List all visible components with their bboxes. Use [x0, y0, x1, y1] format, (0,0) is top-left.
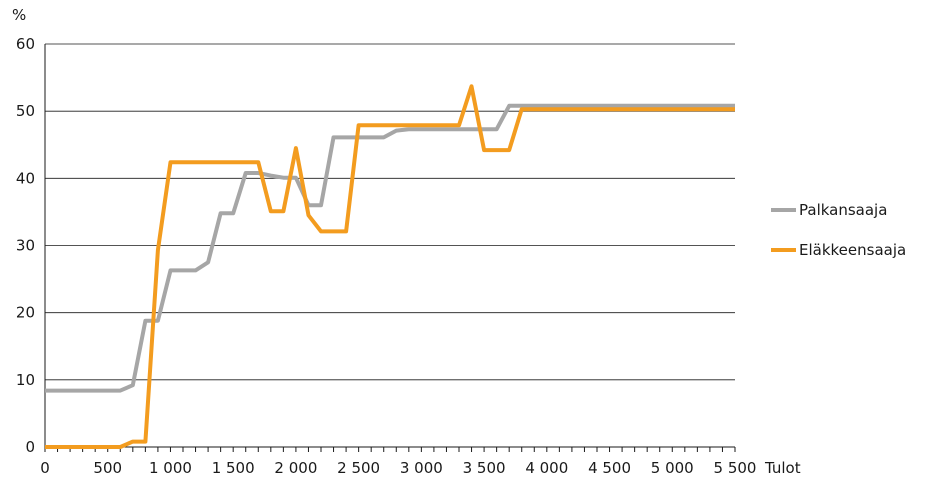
x-tick-label-1000: 1 000 [149, 459, 192, 477]
y-tick-label-20: 20 [16, 304, 35, 322]
x-tick-label-3500: 3 500 [463, 459, 506, 477]
legend: Palkansaaja Eläkkeensaaja [771, 201, 906, 259]
legend-label-1: Palkansaaja [799, 201, 887, 219]
x-tick-label-3000: 3 000 [400, 459, 443, 477]
x-axis-title: Tulot [764, 459, 801, 477]
x-tick-label-5000: 5 000 [651, 459, 694, 477]
y-tick-label-50: 50 [16, 102, 35, 120]
y-tick-label-0: 0 [25, 438, 35, 456]
grid-lines [45, 43, 735, 381]
y-tick-label-30: 30 [16, 237, 35, 255]
x-tick-label-2500: 2 500 [337, 459, 380, 477]
series-lines [45, 84, 735, 449]
y-axis-unit-label: % [12, 6, 26, 24]
x-tick-label-0: 0 [40, 459, 50, 477]
series-line-1 [45, 103, 735, 393]
x-tick-labels: 0 500 1 000 1 500 2 000 2 500 3 000 3 500 4 000 4… [40, 459, 756, 477]
x-tick-label-1500: 1 500 [212, 459, 255, 477]
y-tick-label-40: 40 [16, 169, 35, 187]
x-tick-label-4500: 4 500 [588, 459, 631, 477]
x-tick-label-2000: 2 000 [274, 459, 317, 477]
y-tick-label-60: 60 [16, 35, 35, 53]
y-tick-label-10: 10 [16, 371, 35, 389]
x-tick-label-4000: 4 000 [525, 459, 568, 477]
x-tick-label-5500: 5 500 [714, 459, 757, 477]
series-line-2 [45, 84, 735, 449]
y-tick-labels: 0 10 20 30 40 50 60 [16, 35, 35, 456]
x-tick-label-500: 500 [93, 459, 122, 477]
legend-label-2: Eläkkeensaaja [799, 241, 906, 259]
